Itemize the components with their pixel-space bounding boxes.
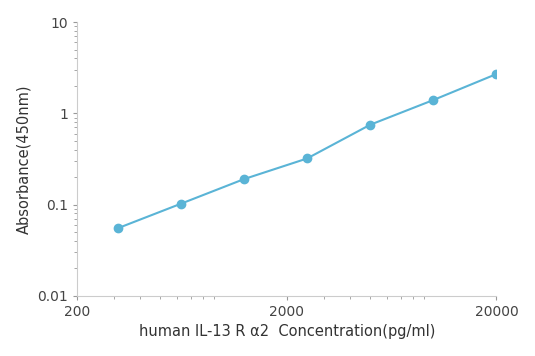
Y-axis label: Absorbance(450nm): Absorbance(450nm) [17, 84, 32, 234]
X-axis label: human IL-13 R α2  Concentration(pg/ml): human IL-13 R α2 Concentration(pg/ml) [139, 324, 435, 339]
